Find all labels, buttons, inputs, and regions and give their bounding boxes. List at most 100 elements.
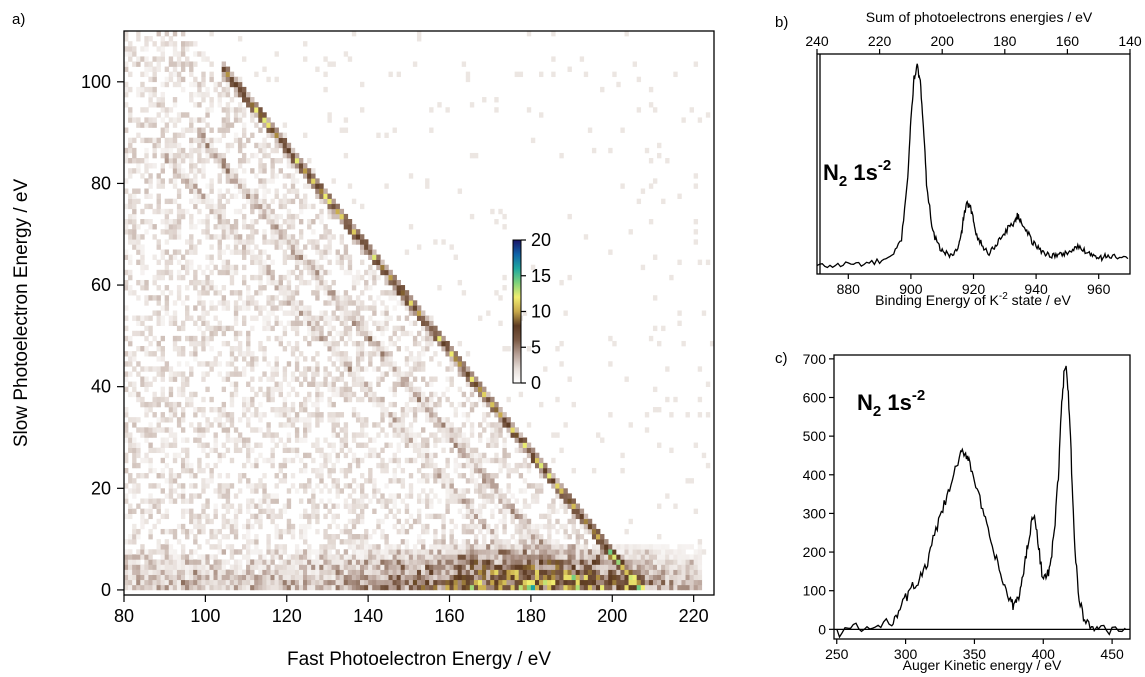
heatmap-cell bbox=[185, 46, 190, 52]
heatmap-cell bbox=[298, 305, 304, 311]
heatmap-cell bbox=[644, 574, 650, 581]
heatmap-cell bbox=[148, 432, 153, 438]
heatmap-cell bbox=[677, 569, 682, 575]
heatmap-cell bbox=[429, 574, 434, 581]
heatmap-cell bbox=[193, 249, 198, 255]
heatmap-cell bbox=[156, 564, 161, 570]
heatmap-cell bbox=[473, 513, 479, 520]
heatmap-cell bbox=[372, 305, 377, 311]
heatmap-cell bbox=[254, 259, 259, 266]
heatmap-cell bbox=[140, 320, 145, 326]
heatmap-cell bbox=[612, 564, 617, 570]
heatmap-cell bbox=[193, 569, 198, 575]
heatmap-cell bbox=[469, 508, 475, 514]
heatmap-cell bbox=[303, 254, 308, 260]
heatmap-cell bbox=[262, 137, 267, 144]
heatmap-cell bbox=[128, 335, 133, 342]
heatmap-cell bbox=[441, 335, 446, 342]
heatmap-cell bbox=[307, 320, 312, 326]
heatmap-cell bbox=[128, 41, 133, 47]
heatmap-cell bbox=[250, 564, 255, 570]
heatmap-cell bbox=[563, 493, 568, 499]
heatmap-cell bbox=[132, 198, 137, 205]
heatmap-cell bbox=[160, 467, 165, 474]
heatmap-cell bbox=[258, 259, 263, 266]
heatmap-cell bbox=[473, 574, 479, 581]
heatmap-cell bbox=[465, 559, 471, 565]
heatmap-cell bbox=[270, 462, 275, 469]
heatmap-cell bbox=[266, 132, 271, 138]
heatmap-cell bbox=[286, 208, 292, 215]
heatmap-cell bbox=[221, 249, 227, 255]
heatmap-cell bbox=[543, 539, 548, 545]
heatmap-cell bbox=[347, 447, 353, 454]
heatmap-cell bbox=[278, 137, 283, 144]
heatmap-cell bbox=[360, 488, 365, 494]
heatmap-cell bbox=[433, 528, 438, 535]
heatmap-cell bbox=[144, 163, 149, 169]
heatmap-cell bbox=[323, 564, 328, 570]
heatmap-cell bbox=[510, 554, 515, 560]
heatmap-cell bbox=[274, 137, 279, 144]
heatmap-cell bbox=[661, 574, 666, 581]
heatmap-cell bbox=[457, 488, 463, 494]
heatmap-cell bbox=[380, 412, 385, 418]
heatmap-cell bbox=[347, 574, 353, 581]
heatmap-cell bbox=[294, 193, 300, 199]
heatmap-cell bbox=[498, 208, 503, 215]
heatmap-cell bbox=[156, 239, 161, 245]
heatmap-cell bbox=[172, 534, 178, 540]
heatmap-cell bbox=[661, 325, 666, 332]
heatmap-cell bbox=[225, 569, 231, 575]
heatmap-cell bbox=[689, 107, 694, 113]
heatmap-cell bbox=[412, 564, 418, 570]
heatmap-cell bbox=[396, 290, 401, 296]
heatmap-cell bbox=[416, 340, 422, 347]
heatmap-cell bbox=[172, 234, 178, 240]
heatmap-cell bbox=[262, 147, 267, 154]
heatmap-cell bbox=[311, 315, 316, 321]
heatmap-cell bbox=[648, 158, 654, 164]
heatmap-cell bbox=[148, 422, 153, 428]
heatmap-cell bbox=[347, 396, 353, 403]
heatmap-cell bbox=[327, 330, 332, 337]
heatmap-cell bbox=[156, 310, 161, 316]
heatmap-cell bbox=[189, 188, 194, 194]
heatmap-cell bbox=[652, 559, 658, 565]
heatmap-cell bbox=[164, 152, 170, 159]
heatmap-cell bbox=[185, 376, 190, 382]
heatmap-cell bbox=[677, 574, 682, 581]
heatmap-cell bbox=[600, 584, 605, 591]
heatmap-cell bbox=[478, 396, 483, 403]
heatmap-cell bbox=[596, 579, 601, 586]
heatmap-cell bbox=[437, 330, 442, 337]
heatmap-cell bbox=[372, 559, 377, 565]
heatmap-cell bbox=[486, 569, 491, 575]
heatmap-cell bbox=[478, 544, 483, 550]
heatmap-cell bbox=[164, 554, 170, 560]
heatmap-cell bbox=[343, 386, 349, 393]
heatmap-cell bbox=[124, 569, 129, 575]
heatmap-cell bbox=[526, 518, 532, 525]
heatmap-cell bbox=[140, 269, 145, 276]
heatmap-cell bbox=[185, 173, 190, 179]
heatmap-cell bbox=[307, 219, 312, 225]
heatmap-cell bbox=[209, 396, 214, 403]
heatmap-cell bbox=[233, 508, 239, 514]
heatmap-cell bbox=[376, 584, 381, 591]
heatmap-cell bbox=[412, 305, 418, 311]
heatmap-cell bbox=[559, 579, 564, 586]
heatmap-cell bbox=[701, 549, 707, 555]
heatmap-cell bbox=[168, 76, 174, 83]
heatmap-cell bbox=[490, 569, 495, 575]
heatmap-cell bbox=[221, 579, 227, 586]
heatmap-cell bbox=[250, 249, 255, 255]
heatmap-cell bbox=[176, 584, 182, 591]
heatmap-cell bbox=[583, 513, 589, 520]
heatmap-cell bbox=[408, 356, 414, 362]
heatmap-cell bbox=[339, 335, 345, 342]
heatmap-cell bbox=[327, 208, 332, 215]
heatmap-cell bbox=[132, 117, 137, 123]
heatmap-cell bbox=[600, 569, 605, 575]
heatmap-cell bbox=[591, 528, 597, 535]
